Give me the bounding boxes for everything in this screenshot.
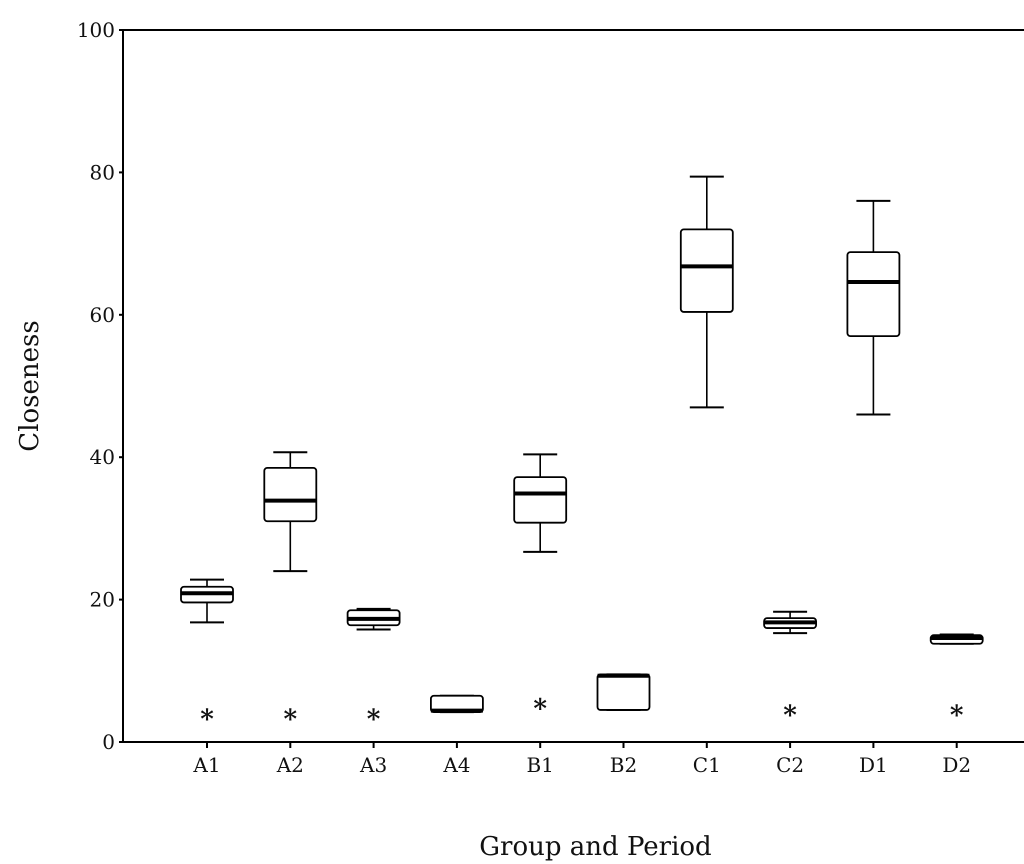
box-a2: * (263, 451, 318, 735)
iqr-box (846, 251, 901, 338)
box-a4 (429, 694, 484, 714)
x-tick-label: B2 (610, 753, 637, 777)
outlier-marker: * (533, 694, 547, 724)
axes-layer: 0 20 40 60 80 100 A1 A2 A3 A4 B1 B2 C1 C2 D1 D2 (77, 18, 1024, 777)
box-d1 (846, 199, 901, 416)
outlier-marker: * (783, 701, 797, 731)
x-tick-label: C1 (693, 753, 721, 777)
iqr-box (679, 228, 734, 313)
box-d2: * (929, 633, 984, 731)
x-tick-label: A1 (192, 753, 220, 777)
iqr-box (596, 673, 651, 711)
labels-layer: Closeness Group and Period (15, 320, 712, 862)
y-axis-title: Closeness (15, 320, 45, 451)
y-tick-label: 60 (90, 303, 115, 327)
box-b2 (596, 673, 651, 711)
box-c1 (679, 175, 734, 409)
outlier-marker: * (200, 705, 214, 735)
box-c2: * (763, 610, 817, 731)
iqr-box (513, 476, 568, 524)
x-tick-label: D1 (859, 753, 888, 777)
boxes-layer: * * * * * * (180, 175, 984, 735)
y-tick-label: 40 (90, 445, 115, 469)
x-tick-label: C2 (776, 753, 804, 777)
y-tick-label: 0 (102, 730, 115, 754)
outlier-marker: * (367, 705, 381, 735)
y-tick-label: 20 (90, 588, 115, 612)
x-tick-label: D2 (942, 753, 971, 777)
box-b1: * (513, 453, 568, 724)
box-a3: * (346, 607, 401, 735)
x-tick-label: A3 (359, 753, 387, 777)
outlier-marker: * (950, 701, 964, 731)
x-tick-label: A2 (276, 753, 304, 777)
x-tick-label: B1 (526, 753, 553, 777)
y-tick-label: 100 (77, 18, 115, 42)
outlier-marker: * (283, 705, 297, 735)
x-axis-title: Group and Period (479, 832, 711, 862)
x-tick-label: A4 (442, 753, 470, 777)
y-tick-label: 80 (90, 160, 115, 184)
box-a1: * (180, 578, 234, 735)
iqr-box (263, 466, 318, 523)
